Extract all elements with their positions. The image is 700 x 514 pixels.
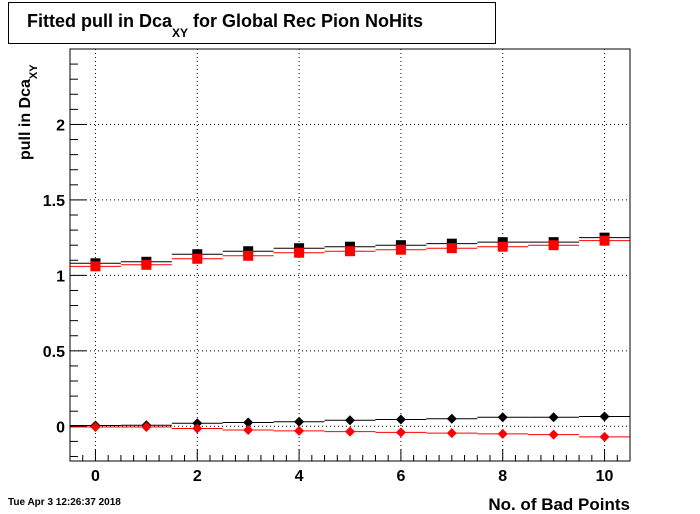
data-point-diamond [294, 416, 305, 427]
x-tick-label: 4 [295, 468, 304, 485]
x-tick-label: 2 [193, 468, 202, 485]
data-point-diamond [395, 414, 406, 425]
y-axis-label-main: pull in Dca [17, 79, 34, 160]
timestamp: Tue Apr 3 12:26:37 2018 [8, 497, 121, 508]
y-tick-label: 0.5 [43, 344, 65, 361]
data-point-square [243, 250, 254, 261]
x-tick-labels: 0 2 4 6 8 10 [91, 468, 614, 485]
chart-title-main: Fitted pull in Dca [27, 11, 173, 31]
data-point-diamond [192, 418, 203, 429]
data-point-square [141, 259, 152, 270]
x-tick-label: 10 [596, 468, 614, 485]
y-tick-label: 1.5 [43, 193, 65, 210]
data-point-diamond [548, 412, 559, 423]
plot-frame [69, 48, 631, 462]
title-box: Fitted pull in DcaXY for Global Rec Pion… [8, 2, 496, 44]
series-1 [70, 235, 630, 272]
data-point-diamond [599, 431, 610, 442]
data-point-square [446, 243, 457, 254]
data-point-diamond [192, 423, 203, 434]
data-point-square [345, 246, 355, 257]
series-2 [70, 411, 630, 431]
data-point-diamond [497, 412, 508, 423]
y-axis-label-subscript: XY [28, 64, 40, 79]
y-tick-label: 0 [56, 419, 65, 436]
y-tick-label: 1 [56, 268, 65, 285]
x-tick-label: 6 [396, 468, 405, 485]
data-point-diamond [90, 422, 101, 433]
data-point-diamond [497, 428, 508, 439]
x-tick-label: 8 [498, 468, 507, 485]
data-point-diamond [243, 417, 254, 428]
data-point-square [294, 247, 305, 258]
axis-ticks [69, 63, 631, 461]
data-point-diamond [599, 411, 610, 422]
chart-title-rest: for Global Rec Pion NoHits [188, 11, 424, 31]
series-layer [70, 232, 630, 442]
data-point-diamond [395, 427, 406, 438]
data-point-diamond [345, 426, 355, 437]
series-3 [70, 422, 630, 442]
chart-title-subscript: XY [172, 26, 189, 40]
data-point-diamond [141, 422, 152, 433]
y-axis-label: pull in DcaXY [17, 64, 40, 160]
y-tick-labels: 0 0.5 1 1.5 2 [43, 117, 65, 436]
data-point-diamond [446, 413, 457, 424]
data-point-diamond [548, 429, 559, 440]
data-point-square [497, 241, 508, 252]
x-axis-label: No. of Bad Points [488, 495, 630, 514]
data-point-diamond [294, 425, 305, 436]
grid-lines [70, 49, 630, 461]
data-point-square [395, 244, 406, 255]
data-point-square [90, 261, 101, 272]
data-point-diamond [446, 428, 457, 439]
data-point-square [548, 240, 559, 251]
data-point-diamond [243, 425, 254, 436]
data-point-square [192, 253, 203, 264]
data-point-square [599, 235, 610, 246]
data-point-diamond [345, 415, 355, 426]
y-tick-label: 2 [56, 117, 65, 134]
chart-title: Fitted pull in DcaXY for Global Rec Pion… [27, 11, 424, 40]
x-tick-label: 0 [91, 468, 100, 485]
